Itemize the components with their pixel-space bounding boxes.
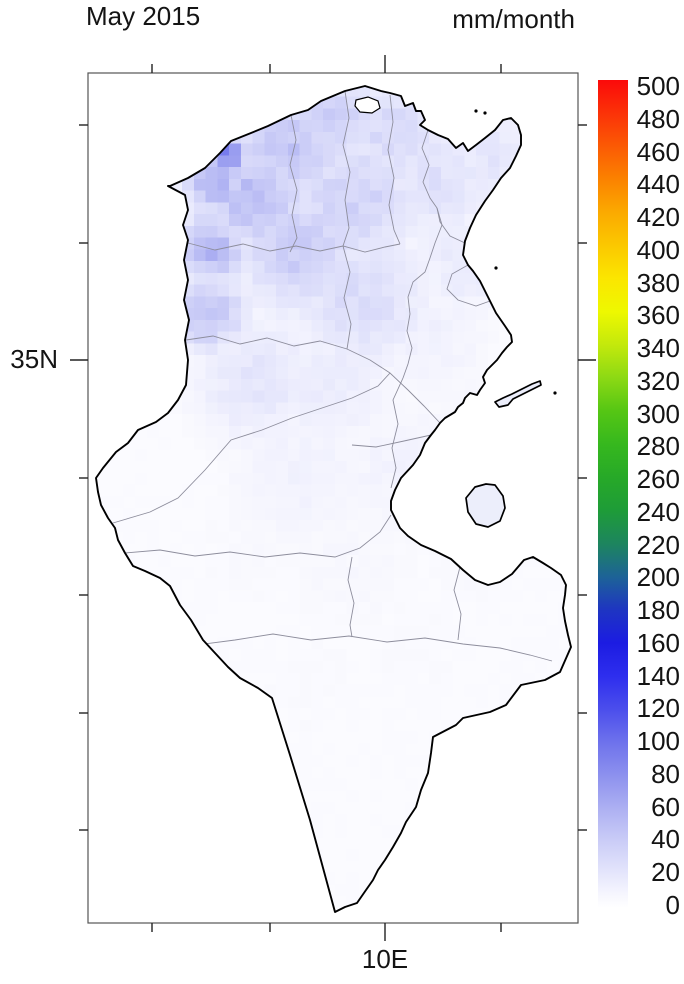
colorbar-tick-label: 320: [636, 365, 680, 396]
axis-ticks: [70, 55, 596, 941]
governorate-border: [402, 207, 443, 379]
island: [465, 483, 506, 528]
colorbar-tick-label: 380: [636, 267, 680, 298]
governorate-border: [446, 264, 491, 307]
governorate-border: [289, 114, 298, 253]
governorate-border: [112, 372, 391, 524]
colorbar-tick-label: 460: [636, 136, 680, 167]
islet-dot: [494, 266, 498, 270]
colorbar-tick-label: 480: [636, 103, 680, 134]
governorate-border: [124, 514, 392, 558]
governorate-border: [342, 245, 352, 350]
colorbar-tick-label: 260: [636, 464, 680, 495]
colorbar-tick-label: 80: [651, 758, 680, 789]
colorbar-units-label: mm/month: [452, 4, 575, 34]
colorbar-tick-label: 60: [651, 791, 680, 822]
governorate-border: [347, 556, 355, 638]
map-frame: [87, 72, 579, 924]
governorate-border: [185, 335, 441, 424]
governorate-border: [187, 242, 401, 253]
colorbar-tick-label: 40: [651, 824, 680, 855]
islet-dot: [553, 391, 557, 395]
colorbar-tick-label: 160: [636, 627, 680, 658]
colorbar-tick-label: 280: [636, 431, 680, 462]
islet-dot: [474, 109, 478, 113]
precipitation-raster: [96, 86, 571, 912]
colorbar-tick-label: 100: [636, 726, 680, 757]
islet-dot: [483, 111, 487, 115]
country-outline: [95, 85, 572, 913]
y-axis-tick-label: 35N: [10, 344, 58, 374]
governorate-border: [196, 633, 553, 662]
colorbar-tick-label: 420: [636, 202, 680, 233]
colorbar-tick-label: 440: [636, 169, 680, 200]
colorbar-tick-label: 0: [665, 890, 680, 920]
governorate-border: [390, 377, 404, 489]
governorate-border: [453, 566, 462, 641]
colorbar-tick-label: 120: [636, 693, 680, 724]
x-axis-tick-label: 10E: [361, 944, 409, 974]
colorbar-tick-label: 300: [636, 398, 680, 429]
colorbar-tick-label: 400: [636, 234, 680, 265]
colorbar-tick-label: 240: [636, 496, 680, 527]
governorate-border: [351, 434, 432, 448]
colorbar-tick-label: 340: [636, 333, 680, 364]
governorate-border: [436, 207, 466, 244]
colorbar-tick-label: 360: [636, 300, 680, 331]
governorate-border: [342, 90, 351, 247]
governorate-border: [421, 129, 438, 209]
interior-borders: [112, 90, 553, 662]
colorbar-tick-label: 180: [636, 595, 680, 626]
governorate-border: [387, 94, 401, 245]
plot-title: May 2015: [86, 1, 201, 31]
colorbar-tick-label: 140: [636, 660, 680, 691]
colorbar-tick-label: 220: [636, 529, 680, 560]
lake: [354, 96, 381, 114]
colorbar-tick-label: 500: [636, 71, 680, 101]
colorbar-tick-label: 20: [651, 857, 680, 888]
colorbar-tick-label: 200: [636, 562, 680, 593]
colorbar-gradient: [598, 80, 628, 908]
island: [494, 380, 542, 408]
